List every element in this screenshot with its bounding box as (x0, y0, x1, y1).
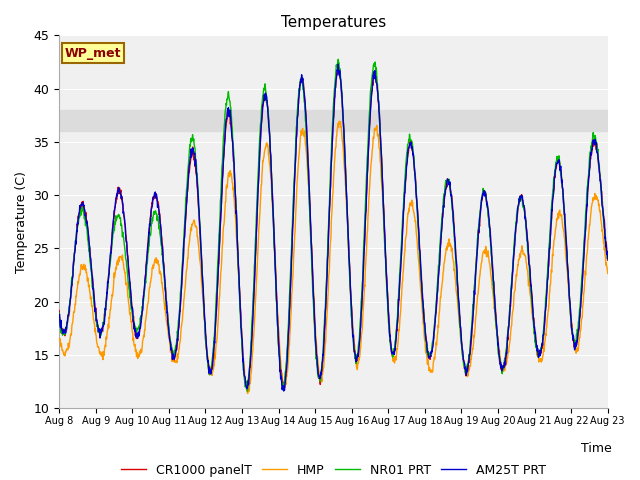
CR1000 panelT (491, 302, 499, 308)
CR1000 panelT (239, 346, 246, 352)
Line: HMP: HMP (59, 121, 608, 394)
CR1000 panelT (55, 308, 63, 313)
CR1000 panelT (164, 316, 172, 322)
NR01 PRT (491, 306, 499, 312)
Line: CR1000 panelT: CR1000 panelT (59, 68, 608, 389)
AM25T PRT (280, 388, 287, 394)
AM25T PRT (334, 61, 342, 67)
Legend: CR1000 panelT, HMP, NR01 PRT, AM25T PRT: CR1000 panelT, HMP, NR01 PRT, AM25T PRT (116, 459, 551, 480)
Y-axis label: Temperature (C): Temperature (C) (15, 171, 28, 273)
NR01 PRT (604, 256, 612, 262)
AM25T PRT (604, 256, 612, 262)
CR1000 panelT (334, 65, 342, 71)
AM25T PRT (164, 319, 172, 325)
CR1000 panelT (604, 257, 612, 263)
AM25T PRT (177, 290, 185, 296)
NR01 PRT (55, 310, 63, 316)
NR01 PRT (164, 317, 172, 323)
CR1000 panelT (177, 289, 185, 295)
NR01 PRT (239, 353, 246, 359)
HMP (244, 391, 252, 396)
Title: Temperatures: Temperatures (281, 15, 386, 30)
Bar (59, 110, 608, 131)
NR01 PRT (419, 310, 427, 316)
HMP (55, 338, 63, 344)
AM25T PRT (55, 312, 63, 318)
AM25T PRT (239, 348, 246, 353)
AM25T PRT (491, 301, 499, 307)
NR01 PRT (177, 283, 185, 288)
NR01 PRT (244, 388, 252, 394)
AM25T PRT (540, 332, 547, 337)
CR1000 panelT (244, 386, 252, 392)
CR1000 panelT (540, 336, 547, 342)
CR1000 panelT (419, 305, 427, 311)
AM25T PRT (419, 302, 427, 308)
HMP (177, 325, 185, 331)
HMP (419, 322, 427, 327)
HMP (540, 349, 547, 355)
Text: WP_met: WP_met (65, 47, 121, 60)
HMP (491, 309, 499, 314)
NR01 PRT (334, 57, 342, 62)
NR01 PRT (540, 329, 547, 335)
Line: NR01 PRT: NR01 PRT (59, 60, 608, 391)
X-axis label: Time: Time (581, 442, 612, 455)
HMP (239, 341, 246, 347)
HMP (164, 326, 172, 332)
HMP (604, 271, 612, 276)
Line: AM25T PRT: AM25T PRT (59, 64, 608, 391)
HMP (335, 118, 343, 124)
